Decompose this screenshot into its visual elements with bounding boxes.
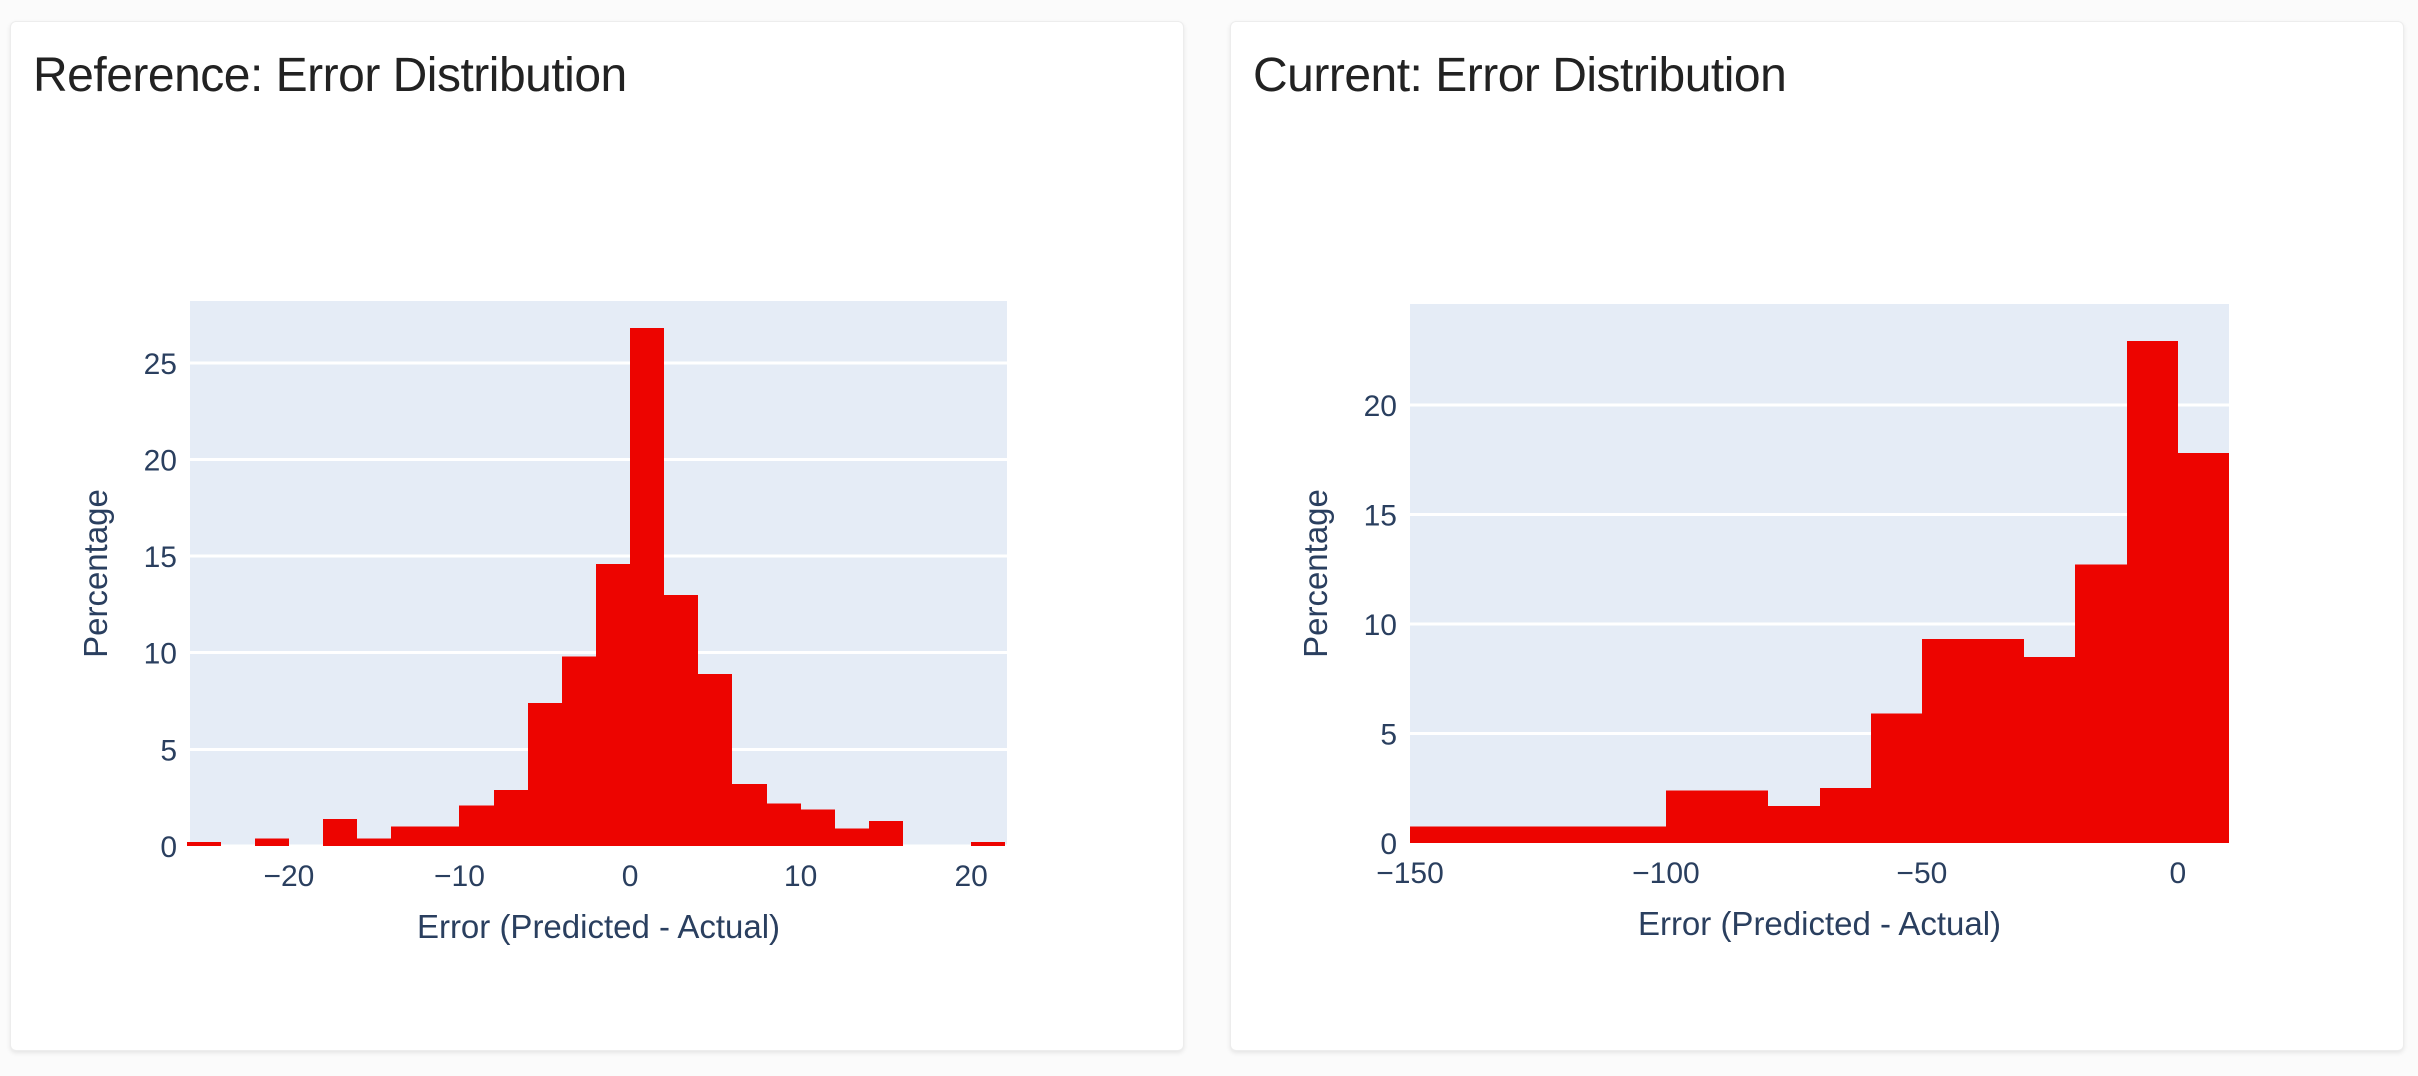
- histogram-bar[interactable]: [1871, 713, 1922, 843]
- y-tick-label: 0: [160, 831, 177, 864]
- histogram-bar[interactable]: [869, 820, 903, 846]
- reference-chart-card: Reference: Error Distribution 0 5 10 15 20 25…: [10, 21, 1184, 1051]
- y-tick-label: 15: [1364, 499, 1397, 532]
- histogram-bar[interactable]: [2075, 564, 2127, 843]
- histogram-bar[interactable]: [1666, 790, 1717, 843]
- histogram-bar[interactable]: [698, 673, 732, 846]
- histogram-bar[interactable]: [391, 826, 425, 846]
- x-tick-label: 0: [622, 860, 639, 893]
- current-chart-title: Current: Error Distribution: [1253, 49, 1787, 102]
- histogram-bar[interactable]: [1973, 639, 2024, 843]
- histogram-bar[interactable]: [425, 826, 459, 846]
- histogram-bar[interactable]: [323, 818, 357, 846]
- y-tick-label: 25: [144, 348, 177, 381]
- histogram-bar[interactable]: [255, 838, 289, 846]
- x-tick-label: 20: [954, 860, 987, 893]
- histogram-bar[interactable]: [1564, 826, 1615, 843]
- x-tick-label: −10: [434, 860, 485, 893]
- histogram-bar[interactable]: [1922, 639, 1973, 843]
- histogram-bar[interactable]: [1615, 826, 1666, 843]
- reference-chart-title: Reference: Error Distribution: [33, 49, 627, 102]
- histogram-bar[interactable]: [1768, 805, 1820, 843]
- histogram-bar[interactable]: [1820, 788, 1871, 843]
- x-tick-label: −20: [263, 860, 314, 893]
- histogram-bar[interactable]: [732, 784, 767, 846]
- histogram-bar[interactable]: [801, 809, 835, 846]
- y-axis-title: Percentage: [1297, 489, 1334, 658]
- x-tick-label: 10: [784, 860, 817, 893]
- histogram-bar[interactable]: [1512, 826, 1564, 843]
- histogram-bar[interactable]: [528, 702, 562, 846]
- histogram-bar[interactable]: [2024, 656, 2075, 843]
- histogram-bar[interactable]: [971, 842, 1005, 846]
- y-tick-label: 15: [144, 541, 177, 574]
- y-tick-label: 10: [1364, 609, 1397, 642]
- histogram-bar[interactable]: [596, 563, 630, 846]
- histogram-bar[interactable]: [2178, 452, 2229, 843]
- y-tick-label: 20: [144, 444, 177, 477]
- y-tick-label: 0: [1380, 828, 1397, 861]
- histogram-bar[interactable]: [664, 594, 698, 846]
- current-error-distribution-histogram[interactable]: 0 5 10 15 20 −150 −100 −50 0 Error (Predicted - A…: [1231, 22, 2405, 1052]
- reference-error-distribution-histogram[interactable]: 0 5 10 15 20 25 −20 −10 0 10 20 Error (Predicted - …: [11, 22, 1185, 1052]
- x-tick-label: −150: [1376, 857, 1444, 890]
- current-chart-card: Current: Error Distribution 0 5 10 15 20 −150…: [1230, 21, 2404, 1051]
- x-tick-label: −100: [1632, 857, 1700, 890]
- x-axis-title: Error (Predicted - Actual): [417, 908, 780, 945]
- histogram-bar[interactable]: [2127, 341, 2178, 843]
- y-tick-label: 5: [160, 734, 177, 767]
- histogram-bar[interactable]: [1461, 826, 1512, 843]
- histogram-bar[interactable]: [1717, 790, 1768, 843]
- histogram-bar[interactable]: [835, 828, 869, 846]
- histogram-bar[interactable]: [459, 805, 494, 846]
- histogram-bar[interactable]: [630, 328, 664, 846]
- y-tick-label: 10: [144, 638, 177, 671]
- y-axis-title: Percentage: [77, 489, 114, 658]
- y-tick-label: 20: [1364, 390, 1397, 423]
- histogram-bar[interactable]: [767, 803, 801, 846]
- histogram-bar[interactable]: [494, 789, 528, 846]
- histogram-bar[interactable]: [187, 842, 221, 846]
- histogram-bar[interactable]: [357, 838, 391, 846]
- x-axis-title: Error (Predicted - Actual): [1638, 905, 2001, 942]
- x-tick-label: −50: [1896, 857, 1947, 890]
- y-tick-label: 5: [1380, 718, 1397, 751]
- histogram-bar[interactable]: [562, 656, 596, 846]
- x-tick-label: 0: [2169, 857, 2186, 890]
- histogram-bar[interactable]: [1410, 826, 1461, 843]
